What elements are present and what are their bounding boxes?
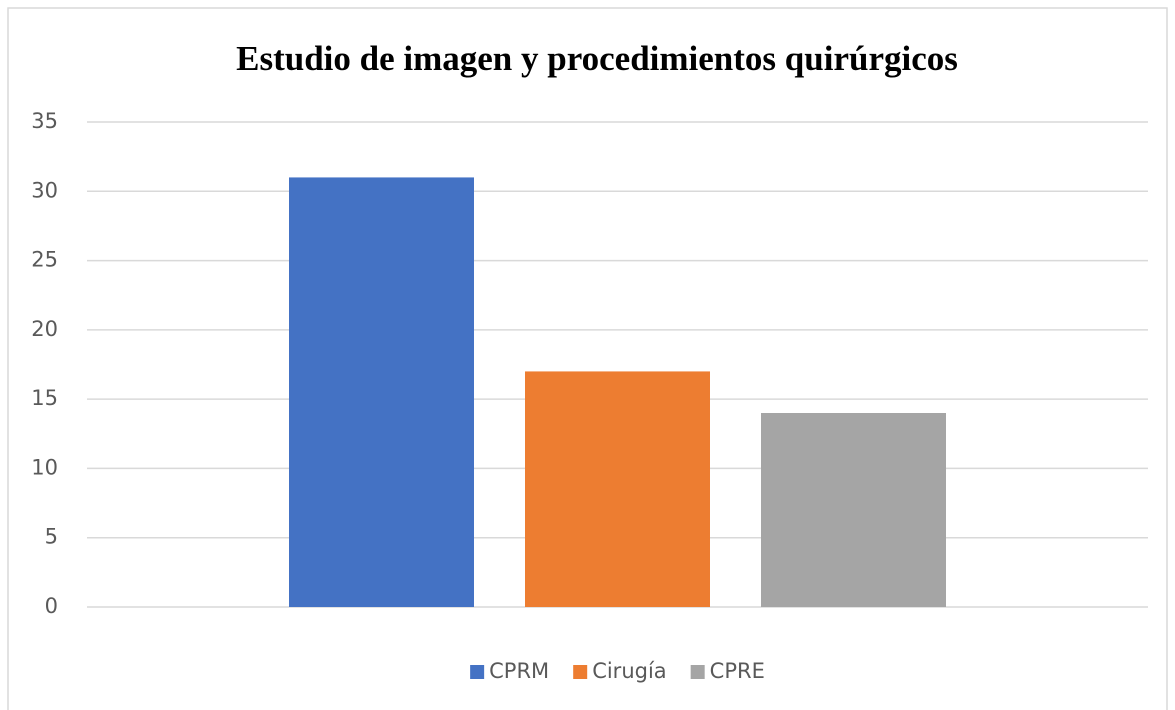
legend-label: Cirugía	[592, 659, 666, 683]
legend-swatch	[470, 665, 485, 679]
legend: CPRM Cirugía CPRE	[470, 659, 765, 683]
bar	[525, 371, 710, 607]
bar	[761, 413, 946, 607]
legend-swatch	[690, 665, 705, 679]
bar	[289, 177, 474, 607]
y-tick-label: 5	[45, 525, 58, 549]
y-tick-label: 20	[31, 317, 58, 341]
legend-label: CPRE	[710, 659, 765, 683]
y-tick-label: 10	[31, 455, 58, 479]
y-tick-label: 30	[31, 178, 58, 202]
y-tick-label: 35	[31, 109, 58, 133]
legend-label: CPRM	[489, 659, 549, 683]
y-tick-label: 15	[31, 386, 58, 410]
y-tick-label: 25	[31, 248, 58, 272]
legend-swatch	[573, 665, 588, 679]
y-tick-label: 0	[45, 594, 58, 618]
chart-title: Estudio de imagen y procedimientos quirú…	[236, 39, 958, 78]
